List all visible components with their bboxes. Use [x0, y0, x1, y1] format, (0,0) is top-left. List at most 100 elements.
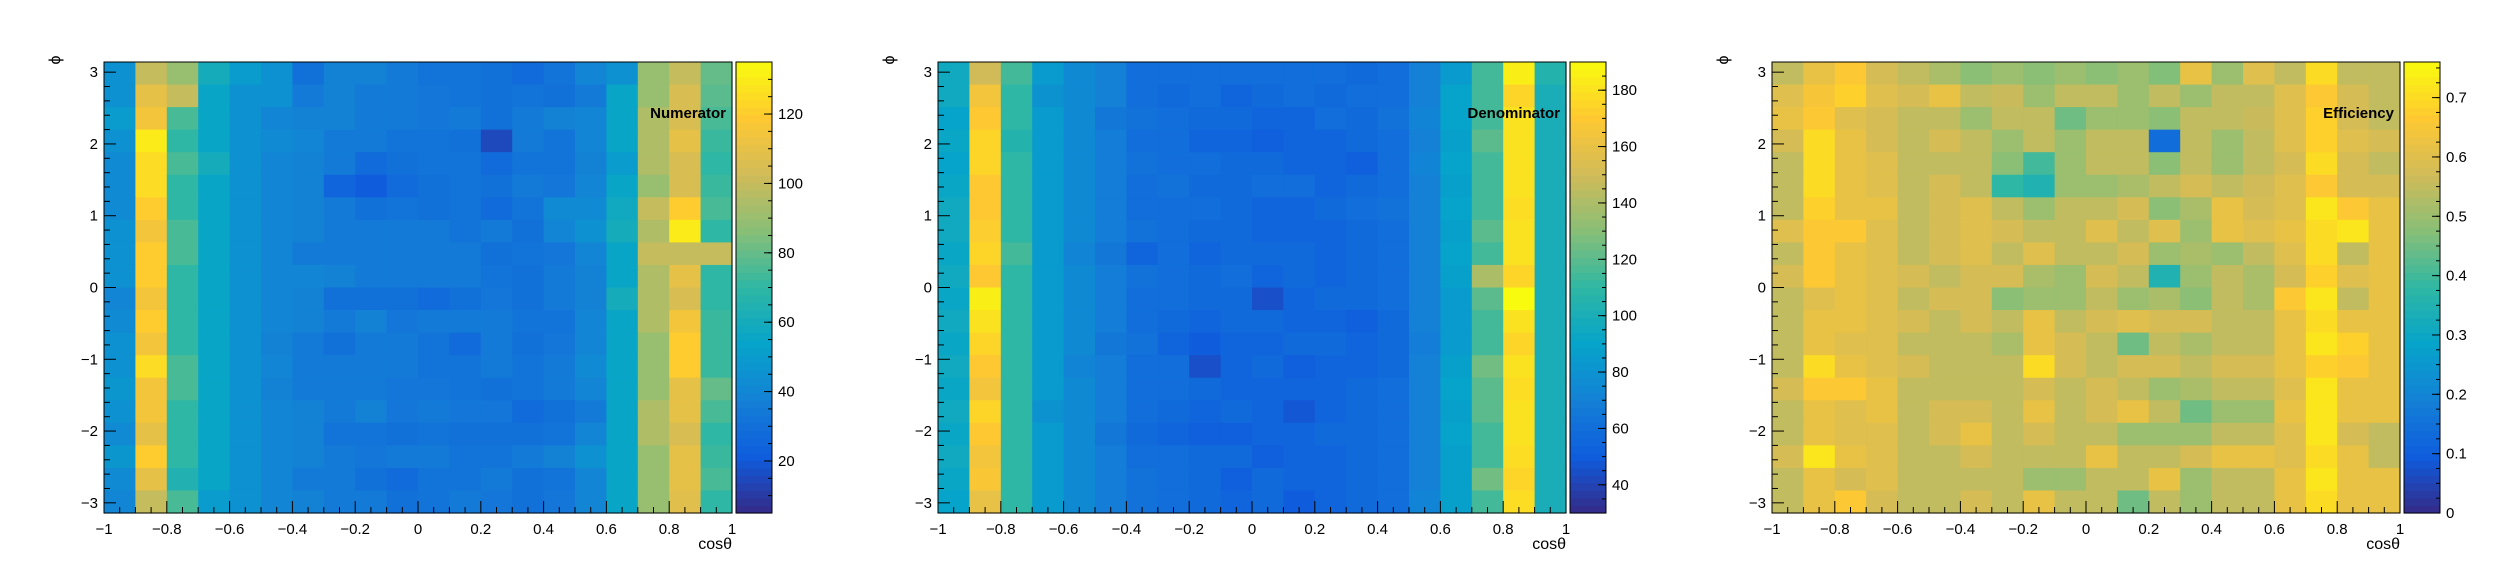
heatmap-cell: [135, 130, 167, 153]
heatmap-cell: [669, 152, 701, 175]
color-scale-band: [1570, 490, 1606, 498]
heatmap-cell: [418, 107, 450, 130]
heatmap-cell: [2274, 107, 2306, 130]
heatmap-cell: [355, 242, 387, 265]
heatmap-cell: [1409, 85, 1441, 108]
heatmap-cell: [1835, 333, 1867, 356]
z-tick-label: 20: [778, 453, 795, 470]
heatmap-cell: [2055, 197, 2087, 220]
y-tick-label: 2: [924, 136, 932, 153]
heatmap-cell: [1221, 400, 1253, 423]
color-scale-band: [2404, 190, 2440, 198]
heatmap-cell: [1378, 130, 1410, 153]
heatmap-cell: [2055, 130, 2087, 153]
heatmap-cell: [1315, 175, 1347, 198]
heatmap-cell: [481, 445, 513, 468]
heatmap-cell: [1283, 62, 1315, 85]
color-scale-band: [2404, 257, 2440, 265]
heatmap-cell: [324, 310, 356, 333]
heatmap-cell: [2337, 175, 2369, 198]
heatmap-cell: [1992, 288, 2024, 311]
heatmap-cell: [575, 152, 607, 175]
heatmap-cell: [324, 85, 356, 108]
heatmap-cell: [2306, 265, 2338, 288]
heatmap-cell: [638, 242, 670, 265]
heatmap-cell: [606, 288, 638, 311]
heatmap-cell: [2243, 175, 2275, 198]
color-scale-band: [2404, 100, 2440, 108]
heatmap-cell: [1032, 220, 1064, 243]
heatmap-cell: [1929, 85, 1961, 108]
heatmap-cell: [1378, 310, 1410, 333]
heatmap-cell: [1189, 197, 1221, 220]
heatmap-cell: [261, 423, 293, 446]
heatmap-cell: [2086, 378, 2118, 401]
heatmap-cell: [1252, 152, 1284, 175]
heatmap-cell: [2369, 333, 2401, 356]
heatmap-cell: [198, 130, 230, 153]
x-tick-label: 0: [414, 521, 422, 538]
heatmap-cell: [1346, 242, 1378, 265]
heatmap-cell: [2023, 333, 2055, 356]
heatmap-cell: [1252, 445, 1284, 468]
heatmap-cell: [1001, 468, 1033, 491]
heatmap-cell: [449, 265, 481, 288]
heatmap-cell: [2212, 107, 2244, 130]
color-scale-band: [1570, 393, 1606, 401]
heatmap-cell: [512, 220, 544, 243]
heatmap-cell: [1346, 423, 1378, 446]
heatmap-cell: [969, 310, 1001, 333]
heatmap-cell: [1378, 445, 1410, 468]
heatmap-cell: [324, 378, 356, 401]
heatmap-cell: [1929, 288, 1961, 311]
heatmap-cell: [1960, 85, 1992, 108]
heatmap-cell: [104, 242, 136, 265]
heatmap-cell: [1346, 62, 1378, 85]
color-scale-band: [2404, 490, 2440, 498]
heatmap-cell: [2306, 400, 2338, 423]
heatmap-cell: [449, 333, 481, 356]
heatmap-cell: [2055, 152, 2087, 175]
heatmap-cell: [198, 378, 230, 401]
heatmap-cell: [1095, 152, 1127, 175]
heatmap-cell: [1064, 265, 1096, 288]
heatmap-cell: [2369, 220, 2401, 243]
heatmap-cell: [1929, 378, 1961, 401]
heatmap-cell: [969, 197, 1001, 220]
heatmap-cell: [2337, 333, 2369, 356]
heatmap-cell: [701, 423, 733, 446]
heatmap-cell: [606, 400, 638, 423]
heatmap-cell: [2243, 468, 2275, 491]
heatmap-cell: [1001, 378, 1033, 401]
heatmap-cell: [418, 400, 450, 423]
heatmap-cell: [1158, 220, 1190, 243]
heatmap-cell: [104, 423, 136, 446]
heatmap-cell: [1472, 378, 1504, 401]
heatmap-cell: [1378, 333, 1410, 356]
heatmap-cell: [387, 423, 419, 446]
heatmap-cell: [2243, 130, 2275, 153]
heatmap-cell: [1095, 242, 1127, 265]
heatmap-cell: [1409, 265, 1441, 288]
heatmap-cell: [1960, 62, 1992, 85]
heatmap-cell: [355, 197, 387, 220]
heatmap-cell: [418, 62, 450, 85]
heatmap-cell: [2055, 468, 2087, 491]
heatmap-cell: [1095, 423, 1127, 446]
heatmap-cell: [1472, 333, 1504, 356]
heatmap-cell: [292, 333, 324, 356]
heatmap-cell: [1095, 107, 1127, 130]
heatmap-cell: [544, 355, 576, 378]
heatmap-cell: [1252, 265, 1284, 288]
heatmap-cell: [669, 445, 701, 468]
heatmap-cell: [1440, 400, 1472, 423]
heatmap-cell: [2180, 242, 2212, 265]
heatmap-cell: [387, 400, 419, 423]
heatmap-cell: [449, 355, 481, 378]
heatmap-cell: [1221, 175, 1253, 198]
heatmap-cell: [1189, 130, 1221, 153]
heatmap-cell: [481, 242, 513, 265]
heatmap-cell: [1409, 423, 1441, 446]
heatmap-cell: [230, 423, 262, 446]
heatmap-cell: [292, 152, 324, 175]
